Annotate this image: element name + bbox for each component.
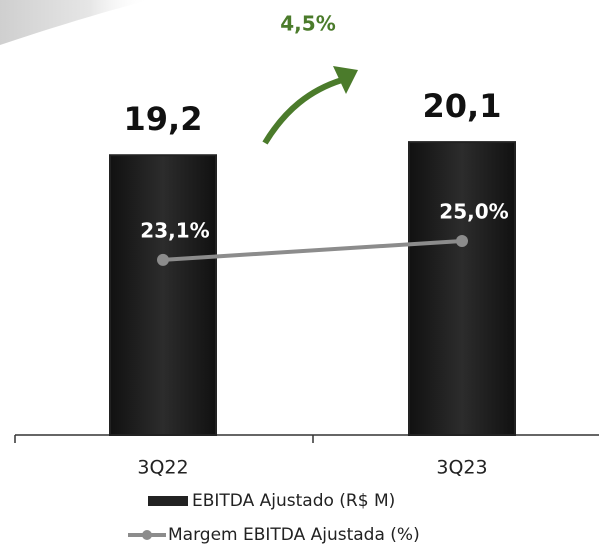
bar-value-label: 20,1 [423,87,502,125]
legend: EBITDA Ajustado (R$ M) Margem EBITDA Aju… [128,491,420,545]
line-value-label: 25,0% [439,199,508,223]
background-swoosh [0,0,150,45]
legend-label: EBITDA Ajustado (R$ M) [192,491,395,511]
bar-value-label: 19,2 [124,100,203,138]
legend-bar-swatch [148,496,188,506]
bar [408,141,516,436]
x-tick-label: 3Q22 [137,457,188,479]
bar [109,154,217,436]
line-value-label: 23,1% [140,218,209,242]
legend-line-marker [142,530,152,540]
margin-marker [456,234,468,247]
margin-marker [157,253,169,266]
growth-arrow [262,77,343,145]
margin-line [162,238,463,262]
growth-annotation: 4,5% [280,12,335,36]
x-tick-label: 3Q23 [436,457,487,479]
legend-label: Margem EBITDA Ajustada (%) [168,525,420,545]
growth-arrow-head [333,66,358,94]
